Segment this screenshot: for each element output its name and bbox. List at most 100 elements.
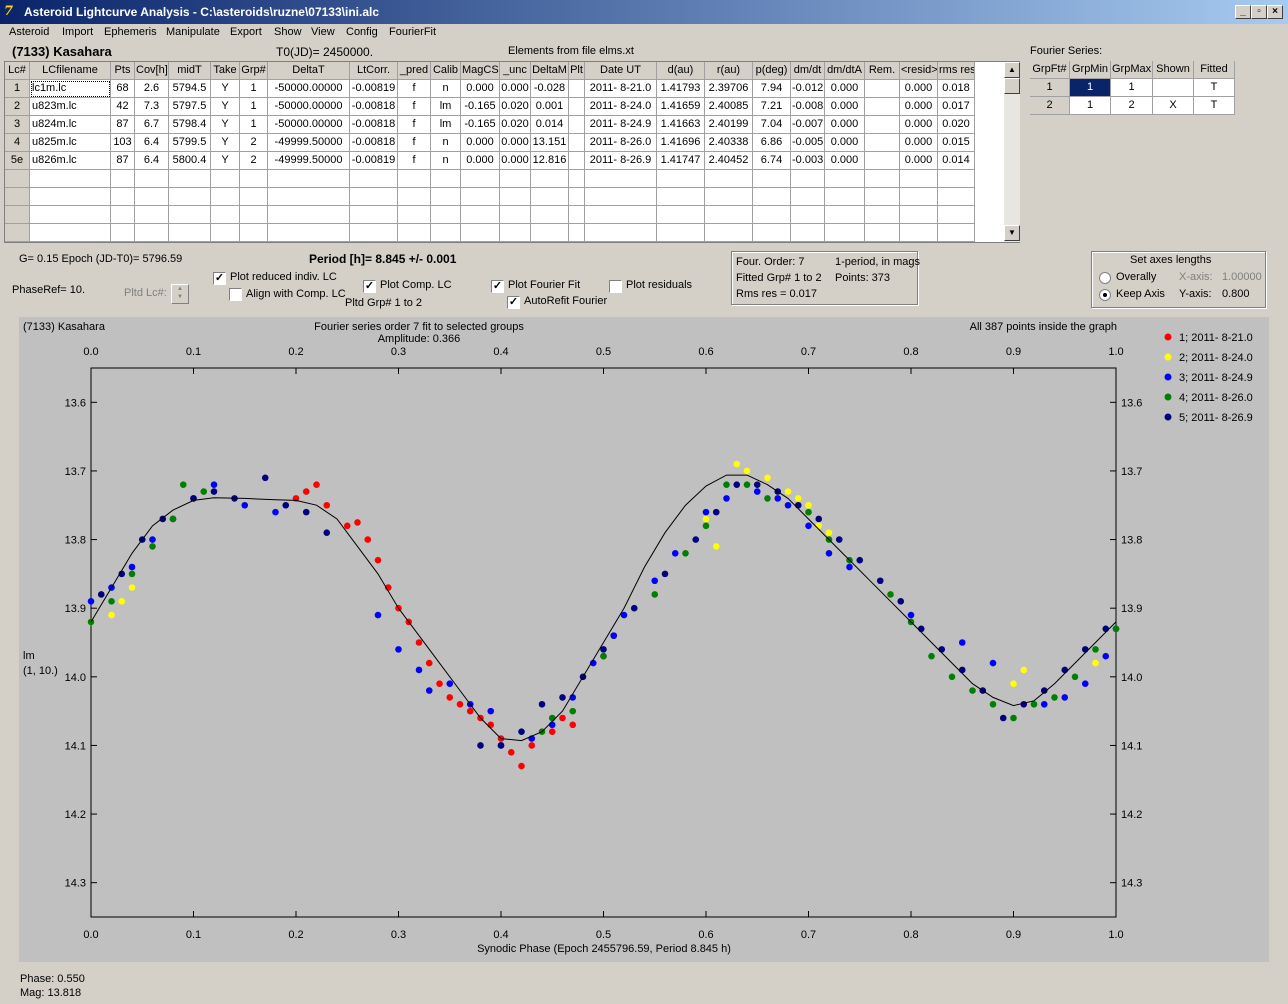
table-cell-take[interactable]: Y bbox=[211, 152, 240, 170]
table-cell-grp[interactable]: 2 bbox=[240, 134, 268, 152]
table-cell-rem[interactable] bbox=[865, 98, 900, 116]
menu-config[interactable]: Config bbox=[346, 26, 378, 38]
table-cell-resid[interactable] bbox=[900, 224, 938, 242]
table-cell-dmdt[interactable] bbox=[791, 170, 825, 188]
table-cell-r[interactable]: 2.40338 bbox=[705, 134, 753, 152]
table-cell-deltam[interactable]: 13.151 bbox=[531, 134, 569, 152]
table-cell-dmdta[interactable] bbox=[825, 206, 865, 224]
table-cell-filename[interactable]: u824m.lc bbox=[30, 116, 111, 134]
table-cell-p[interactable] bbox=[753, 206, 791, 224]
table-cell-dmdta[interactable] bbox=[825, 188, 865, 206]
table-cell-ltcorr[interactable]: -0.00819 bbox=[350, 152, 398, 170]
table-cell-deltat[interactable] bbox=[268, 206, 350, 224]
table-cell-r[interactable] bbox=[705, 224, 753, 242]
table-cell-rms[interactable] bbox=[938, 224, 975, 242]
table-cell-dmdt[interactable]: -0.005 bbox=[791, 134, 825, 152]
table-cell-deltam[interactable] bbox=[531, 206, 569, 224]
table-cell-plt[interactable] bbox=[569, 188, 585, 206]
column-header-grp[interactable]: Grp# bbox=[240, 62, 268, 80]
table-cell-deltat[interactable] bbox=[268, 224, 350, 242]
table-cell-magcs[interactable]: 0.000 bbox=[461, 152, 500, 170]
column-header-pred[interactable]: _pred bbox=[398, 62, 431, 80]
table-cell-plt[interactable] bbox=[569, 170, 585, 188]
table-cell-r[interactable]: 2.40085 bbox=[705, 98, 753, 116]
column-header-filename[interactable]: LCfilename bbox=[30, 62, 111, 80]
table-cell-cov[interactable] bbox=[135, 188, 169, 206]
table-cell-unc[interactable] bbox=[500, 188, 531, 206]
column-header-deltat[interactable]: DeltaT bbox=[268, 62, 350, 80]
menu-view[interactable]: View bbox=[311, 26, 335, 38]
table-cell-take[interactable]: Y bbox=[211, 116, 240, 134]
table-cell-cov[interactable]: 6.4 bbox=[135, 134, 169, 152]
column-header-date[interactable]: Date UT bbox=[585, 62, 657, 80]
table-cell-deltat[interactable]: -50000.00000 bbox=[268, 98, 350, 116]
table-cell-dmdt[interactable]: -0.008 bbox=[791, 98, 825, 116]
table-cell-deltam[interactable]: -0.028 bbox=[531, 80, 569, 98]
table-cell-dmdta[interactable]: 0.000 bbox=[825, 80, 865, 98]
table-cell-date[interactable] bbox=[585, 206, 657, 224]
table-cell-resid[interactable]: 0.000 bbox=[900, 134, 938, 152]
table-cell-pts[interactable]: 42 bbox=[111, 98, 135, 116]
table-cell-resid[interactable]: 0.000 bbox=[900, 80, 938, 98]
column-header-deltam[interactable]: DeltaM bbox=[531, 62, 569, 80]
table-cell-dmdt[interactable]: -0.012 bbox=[791, 80, 825, 98]
table-cell-p[interactable]: 6.74 bbox=[753, 152, 791, 170]
table-cell-resid[interactable]: 0.000 bbox=[900, 152, 938, 170]
table-cell-rms[interactable]: 0.018 bbox=[938, 80, 975, 98]
table-cell-magcs[interactable] bbox=[461, 224, 500, 242]
fourier-header-grpft[interactable]: GrpFt# bbox=[1030, 61, 1070, 79]
table-cell-dmdt[interactable]: -0.007 bbox=[791, 116, 825, 134]
table-cell-pred[interactable]: f bbox=[398, 116, 431, 134]
table-cell-ltcorr[interactable] bbox=[350, 188, 398, 206]
table-cell-grp[interactable]: 1 bbox=[240, 98, 268, 116]
table-cell-ltcorr[interactable]: -0.00819 bbox=[350, 80, 398, 98]
table-cell-rms[interactable]: 0.015 bbox=[938, 134, 975, 152]
table-cell-midt[interactable]: 5800.4 bbox=[169, 152, 211, 170]
table-cell-deltat[interactable]: -50000.00000 bbox=[268, 80, 350, 98]
scroll-thumb[interactable] bbox=[1004, 78, 1020, 94]
table-cell-magcs[interactable] bbox=[461, 170, 500, 188]
menu-show[interactable]: Show bbox=[274, 26, 302, 38]
table-cell-pts[interactable] bbox=[111, 188, 135, 206]
scroll-up-icon[interactable]: ▲ bbox=[1004, 62, 1020, 78]
row-header[interactable]: 4 bbox=[5, 134, 30, 152]
table-cell-d[interactable]: 1.41696 bbox=[657, 134, 705, 152]
table-cell-date[interactable] bbox=[585, 188, 657, 206]
table-cell-unc[interactable] bbox=[500, 170, 531, 188]
fourier-cell-grpft[interactable]: 2 bbox=[1030, 97, 1070, 115]
table-cell-deltam[interactable]: 0.014 bbox=[531, 116, 569, 134]
autorefit-checkbox[interactable]: ✓ bbox=[507, 296, 520, 309]
table-cell-rem[interactable] bbox=[865, 224, 900, 242]
table-cell-rem[interactable] bbox=[865, 134, 900, 152]
table-cell-rem[interactable] bbox=[865, 206, 900, 224]
table-cell-cov[interactable]: 7.3 bbox=[135, 98, 169, 116]
table-cell-calib[interactable] bbox=[431, 224, 461, 242]
table-cell-dmdta[interactable]: 0.000 bbox=[825, 152, 865, 170]
table-cell-calib[interactable]: lm bbox=[431, 98, 461, 116]
fourier-cell-grpmax[interactable]: 2 bbox=[1111, 97, 1153, 115]
table-cell-r[interactable]: 2.39706 bbox=[705, 80, 753, 98]
table-cell-grp[interactable] bbox=[240, 206, 268, 224]
table-cell-filename[interactable] bbox=[30, 224, 111, 242]
table-cell-pred[interactable] bbox=[398, 188, 431, 206]
table-cell-d[interactable]: 1.41747 bbox=[657, 152, 705, 170]
table-cell-magcs[interactable]: -0.165 bbox=[461, 116, 500, 134]
column-header-dmdt[interactable]: dm/dt bbox=[791, 62, 825, 80]
row-header[interactable]: 1 bbox=[5, 80, 30, 98]
table-cell-date[interactable]: 2011- 8-24.9 bbox=[585, 116, 657, 134]
fourier-header-fitted[interactable]: Fitted bbox=[1194, 61, 1235, 79]
table-cell-filename[interactable]: lc1m.lc bbox=[30, 80, 111, 98]
table-cell-date[interactable] bbox=[585, 224, 657, 242]
fourier-cell-fitted[interactable]: T bbox=[1194, 79, 1235, 97]
table-cell-dmdta[interactable]: 0.000 bbox=[825, 134, 865, 152]
table-cell-cov[interactable] bbox=[135, 170, 169, 188]
column-header-plt[interactable]: Plt bbox=[569, 62, 585, 80]
table-cell-midt[interactable] bbox=[169, 206, 211, 224]
fourier-header-grpmin[interactable]: GrpMin bbox=[1070, 61, 1111, 79]
table-cell-r[interactable] bbox=[705, 206, 753, 224]
table-cell-grp[interactable]: 2 bbox=[240, 152, 268, 170]
table-cell-grp[interactable] bbox=[240, 224, 268, 242]
table-cell-pts[interactable]: 87 bbox=[111, 152, 135, 170]
row-header[interactable] bbox=[5, 188, 30, 206]
table-cell-ltcorr[interactable] bbox=[350, 224, 398, 242]
